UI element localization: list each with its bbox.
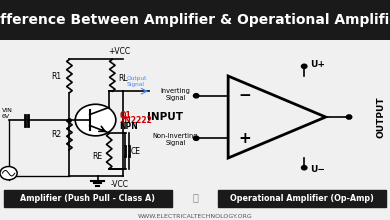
Text: −: −	[238, 88, 251, 103]
Circle shape	[75, 104, 116, 136]
Text: -VCC: -VCC	[111, 180, 129, 189]
Text: U+: U+	[310, 60, 324, 69]
Text: Operational Amplifier (Op-Amp): Operational Amplifier (Op-Amp)	[230, 194, 374, 203]
Bar	[218, 190, 386, 207]
Circle shape	[0, 167, 17, 180]
Text: U−: U−	[310, 165, 324, 174]
Text: NPN: NPN	[120, 122, 138, 131]
Text: Q1: Q1	[120, 111, 131, 120]
Text: +VCC: +VCC	[108, 47, 130, 56]
Circle shape	[193, 136, 199, 140]
Text: +: +	[238, 131, 251, 146]
Text: RE: RE	[92, 152, 103, 161]
Text: Inverting
Signal: Inverting Signal	[161, 88, 190, 101]
Text: Output
Signal: Output Signal	[127, 77, 147, 87]
Text: 💡: 💡	[192, 192, 198, 203]
Text: INPUT: INPUT	[147, 112, 183, 122]
Text: Non-Inverting
Signal: Non-Inverting Signal	[153, 133, 198, 146]
Bar	[4, 190, 172, 207]
Circle shape	[301, 166, 307, 170]
Text: R2: R2	[51, 130, 62, 139]
Circle shape	[346, 115, 352, 119]
Circle shape	[301, 64, 307, 68]
Text: Difference Between Amplifier & Operational Amplifier: Difference Between Amplifier & Operation…	[0, 13, 390, 27]
Circle shape	[193, 94, 199, 98]
Text: 2N2222: 2N2222	[120, 116, 152, 125]
Text: CE: CE	[131, 147, 141, 156]
Text: OUTPUT: OUTPUT	[377, 96, 386, 138]
Text: R1: R1	[51, 72, 62, 81]
Text: RL: RL	[118, 74, 128, 83]
Text: Amplifier (Push Pull - Class A): Amplifier (Push Pull - Class A)	[20, 194, 155, 203]
Text: VIN
6V: VIN 6V	[2, 108, 12, 119]
Text: WWW.ELECTRICALTECHNOLOGY.ORG: WWW.ELECTRICALTECHNOLOGY.ORG	[138, 214, 252, 219]
